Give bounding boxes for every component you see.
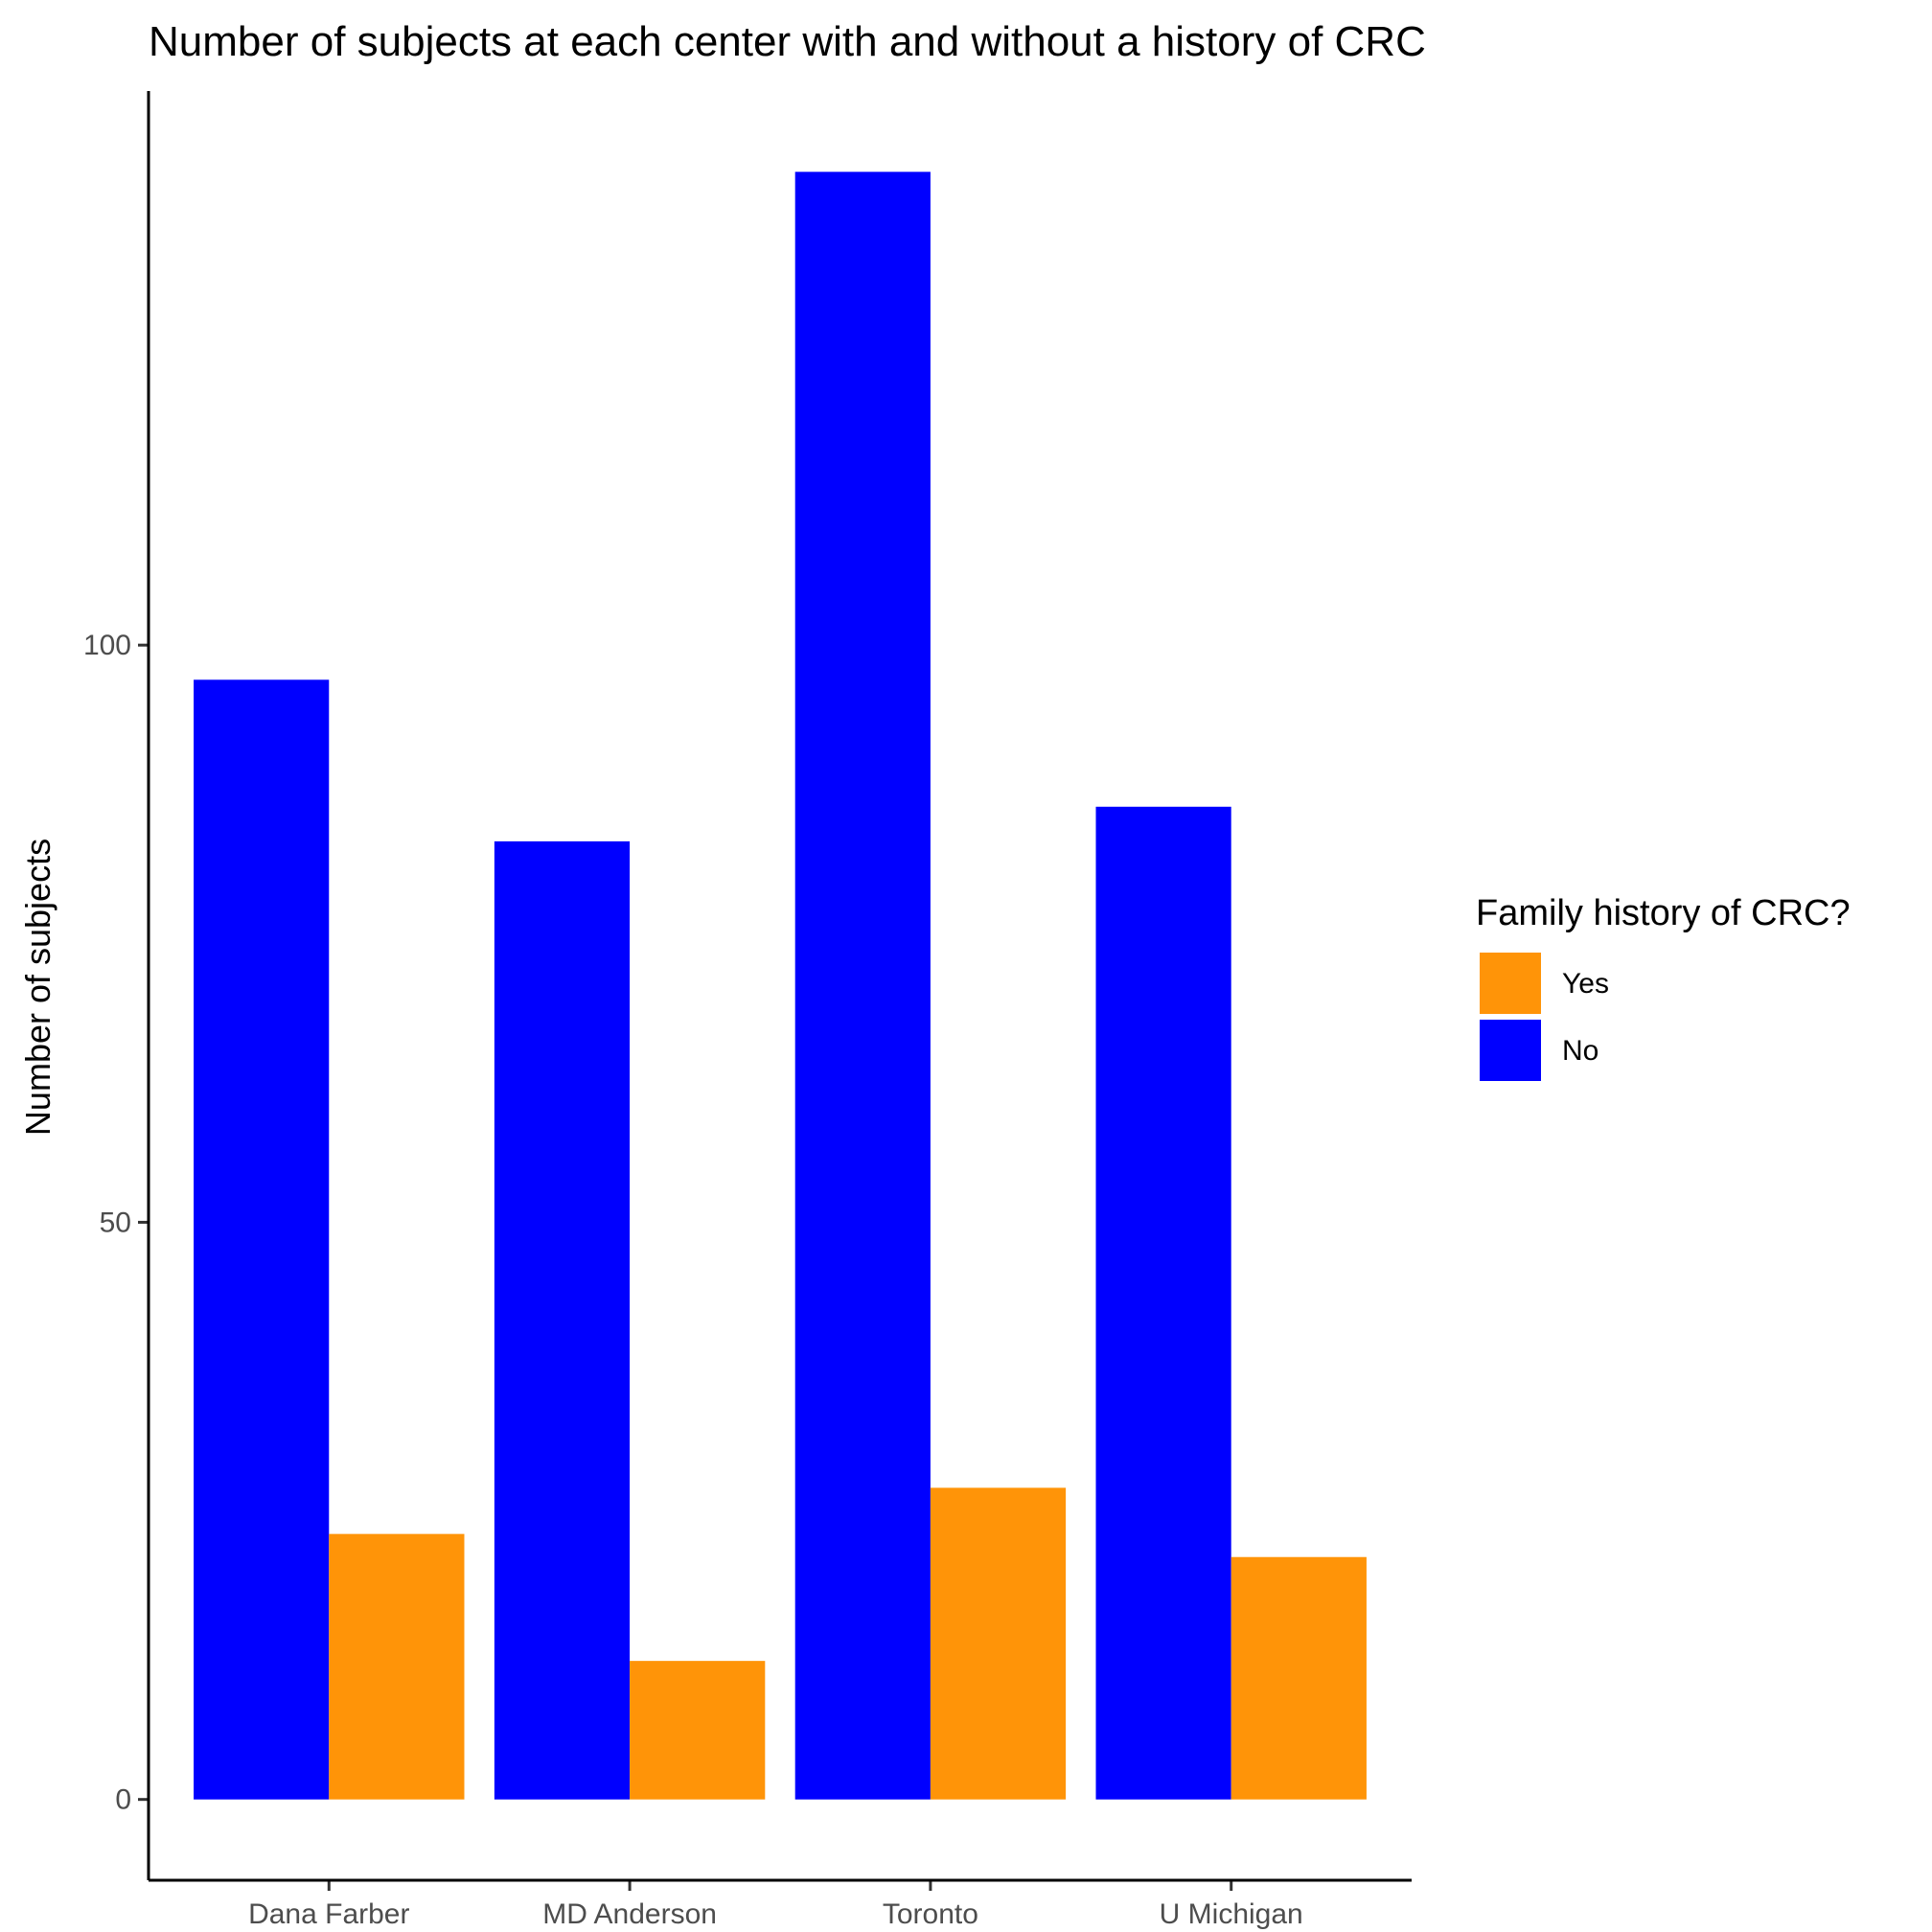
x-tick-label-dana-farber: Dana Farber	[248, 1898, 409, 1930]
bar-toronto-no	[794, 172, 931, 1800]
y-axis-ticks: 0 50 100	[83, 630, 149, 1816]
y-axis-title: Number of subjects	[18, 839, 58, 1136]
legend-key-yes	[1480, 953, 1541, 1014]
x-tick-label-u-michigan: U Michigan	[1160, 1898, 1303, 1930]
chart-title: Number of subjects at each center with a…	[149, 18, 1426, 65]
bar-dana-farber-no	[194, 679, 330, 1800]
bar-u-michigan-no	[1095, 806, 1231, 1800]
legend-label-yes: Yes	[1562, 968, 1609, 1000]
bar-md-anderson-yes	[630, 1661, 766, 1800]
bar-md-anderson-no	[494, 840, 631, 1800]
y-tick-label: 0	[115, 1784, 131, 1816]
x-tick-label-toronto: Toronto	[883, 1898, 978, 1930]
legend: Family history of CRC? Yes No	[1476, 893, 1851, 1081]
y-tick-label: 100	[83, 630, 131, 661]
y-tick-label: 50	[100, 1207, 131, 1238]
bar-toronto-yes	[930, 1487, 1067, 1800]
bars-group	[194, 172, 1367, 1800]
bar-dana-farber-yes	[329, 1533, 465, 1800]
x-axis-ticks: Dana Farber MD Anderson Toronto U Michigan	[248, 1880, 1303, 1930]
legend-label-no: No	[1562, 1035, 1598, 1067]
legend-items: Yes No	[1480, 953, 1609, 1081]
bar-u-michigan-yes	[1230, 1556, 1367, 1800]
legend-key-no	[1480, 1020, 1541, 1081]
legend-title: Family history of CRC?	[1476, 893, 1851, 933]
x-tick-label-md-anderson: MD Anderson	[542, 1898, 717, 1930]
